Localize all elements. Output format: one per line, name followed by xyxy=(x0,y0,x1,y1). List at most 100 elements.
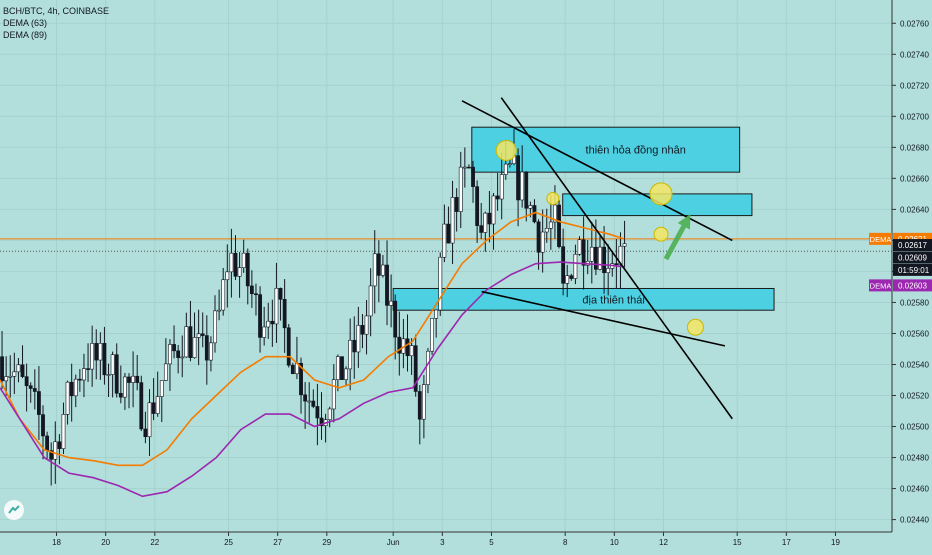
candle-body xyxy=(241,252,246,268)
candle xyxy=(565,264,570,298)
candle-body xyxy=(458,166,463,212)
candle-body xyxy=(233,252,238,277)
candle-body xyxy=(299,362,303,396)
price-tag-bg xyxy=(893,239,932,252)
price-tag-name: DEMA xyxy=(870,281,892,290)
candle-body xyxy=(147,402,152,438)
candle-body xyxy=(143,428,148,438)
x-tick-label: 25 xyxy=(224,538,233,547)
candle xyxy=(524,171,529,222)
candle-body xyxy=(8,375,13,378)
candle-body xyxy=(127,376,131,383)
candle xyxy=(348,318,353,391)
candle xyxy=(585,239,590,275)
candle-body xyxy=(4,376,9,382)
candle-body xyxy=(487,212,492,225)
candle-body xyxy=(344,368,348,380)
candle-body xyxy=(229,252,234,273)
candle-body xyxy=(340,356,344,380)
candle-body xyxy=(270,320,275,325)
candle-body xyxy=(311,400,316,407)
candle xyxy=(192,312,197,359)
y-tick-label: 0.02700 xyxy=(900,112,929,121)
candle-body xyxy=(131,375,136,383)
candle xyxy=(467,164,471,169)
candle xyxy=(225,244,230,308)
x-tick-label: Jun xyxy=(387,538,400,547)
candle-body xyxy=(213,310,217,344)
y-tick-label: 0.02540 xyxy=(900,360,929,369)
y-tick-label: 0.02480 xyxy=(900,454,929,463)
candle xyxy=(217,289,222,321)
candle-body xyxy=(209,342,213,361)
candle xyxy=(356,306,361,368)
candle-body xyxy=(188,326,193,358)
candle xyxy=(241,239,246,273)
candle-body xyxy=(237,267,242,277)
candle-body xyxy=(507,163,512,165)
candle-body xyxy=(65,381,70,415)
price-tag-name-bg xyxy=(869,232,892,245)
candle xyxy=(86,343,90,382)
dema-89-line xyxy=(0,261,625,498)
candle xyxy=(20,345,25,379)
candle xyxy=(532,199,537,224)
candle xyxy=(45,431,49,459)
candle-body xyxy=(462,166,467,169)
candle xyxy=(114,343,119,398)
candle-body xyxy=(475,186,480,226)
candle xyxy=(430,317,434,355)
candle-body xyxy=(249,285,254,295)
candle-body xyxy=(389,300,394,306)
candle xyxy=(102,326,107,385)
candle-body xyxy=(82,368,86,381)
candle-body xyxy=(569,275,574,279)
candle xyxy=(49,442,54,486)
price-tag-bg xyxy=(893,263,932,276)
y-tick-label: 0.02520 xyxy=(900,392,929,401)
candle xyxy=(307,382,312,423)
candle xyxy=(360,313,365,349)
candle-body xyxy=(524,171,529,209)
candle-body xyxy=(516,155,520,201)
price-tag: 01:59:01 xyxy=(893,263,932,276)
candle-body xyxy=(258,294,262,338)
candle-body xyxy=(69,381,74,397)
x-tick-label: 22 xyxy=(150,538,159,547)
price-tag-bg xyxy=(893,279,932,292)
candle xyxy=(274,262,279,343)
candle xyxy=(434,309,439,338)
candle-body xyxy=(290,364,295,375)
y-tick-label: 0.02760 xyxy=(900,19,929,28)
candle xyxy=(41,405,45,460)
candle-body xyxy=(57,441,62,449)
candle-body xyxy=(471,166,475,187)
candle xyxy=(331,364,336,423)
candle xyxy=(622,220,627,268)
candle-body xyxy=(544,228,549,233)
dema-63-line xyxy=(0,211,625,467)
time-axis xyxy=(0,532,932,550)
candle-body xyxy=(159,380,164,397)
candle xyxy=(401,318,406,369)
candle-body xyxy=(12,371,17,377)
x-tick-label: 29 xyxy=(322,538,331,547)
candle-body xyxy=(16,364,21,373)
candle xyxy=(249,270,254,308)
candle-body xyxy=(102,342,107,376)
candle-body xyxy=(217,309,222,312)
candle xyxy=(462,147,467,188)
candle xyxy=(315,383,320,446)
candle xyxy=(589,221,594,284)
candle xyxy=(82,353,86,398)
candle xyxy=(139,375,144,432)
candle-body xyxy=(139,382,144,430)
candle xyxy=(606,244,611,296)
candle xyxy=(188,300,193,362)
candle xyxy=(155,371,160,417)
candle xyxy=(385,240,389,326)
candle xyxy=(381,255,385,278)
candle xyxy=(602,226,606,294)
